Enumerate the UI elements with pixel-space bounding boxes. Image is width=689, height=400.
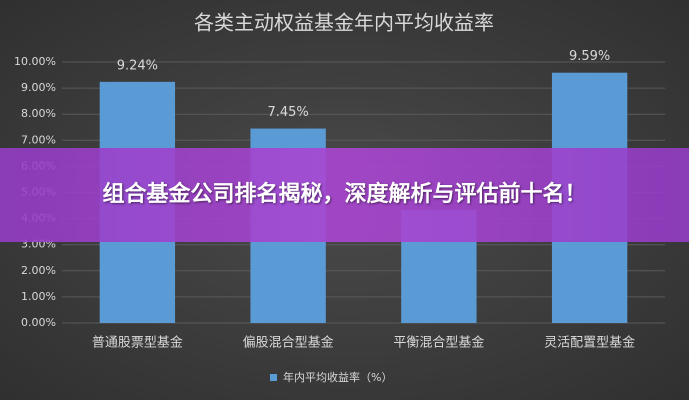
x-tick-label: 偏股混合型基金 bbox=[243, 335, 334, 351]
y-tick-label: 7.00% bbox=[21, 133, 56, 146]
y-tick-label: 2.00% bbox=[21, 264, 56, 277]
legend-label: 年内平均收益率（%） bbox=[283, 370, 392, 384]
banner-text: 组合基金公司排名揭秘，深度解析与评估前十名！ bbox=[102, 182, 587, 207]
value-label: 9.59% bbox=[569, 49, 610, 64]
y-tick-label: 1.00% bbox=[21, 290, 56, 303]
value-label: 9.24% bbox=[117, 58, 158, 73]
legend-swatch bbox=[270, 374, 277, 381]
y-tick-label: 8.00% bbox=[21, 107, 56, 120]
chart-title: 各类主动权益基金年内平均收益率 bbox=[194, 11, 494, 35]
y-tick-label: 10.00% bbox=[14, 55, 56, 68]
y-tick-label: 9.00% bbox=[21, 81, 56, 94]
x-tick-label: 灵活配置型基金 bbox=[544, 335, 635, 351]
y-tick-label: 0.00% bbox=[21, 316, 56, 329]
x-tick-label: 平衡混合型基金 bbox=[393, 335, 484, 351]
x-tick-label: 普通股票型基金 bbox=[92, 335, 183, 351]
value-label: 7.45% bbox=[267, 105, 308, 120]
banner: 组合基金公司排名揭秘，深度解析与评估前十名！ bbox=[0, 148, 689, 242]
